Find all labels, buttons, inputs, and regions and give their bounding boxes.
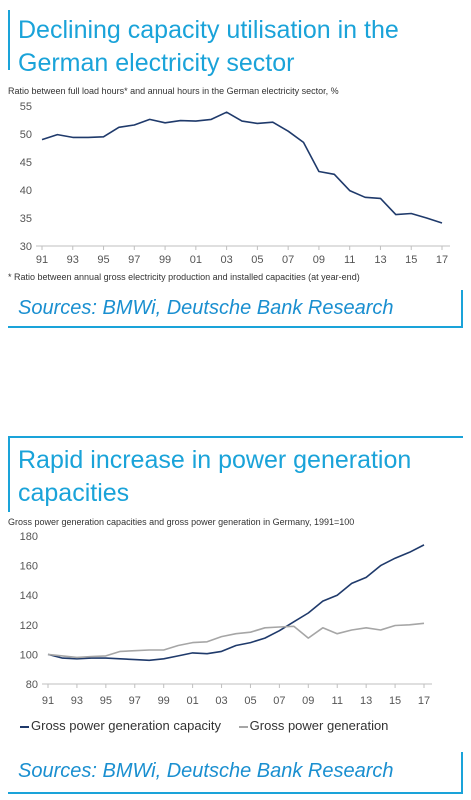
x-tick-label: 09 [302,695,314,707]
legend-swatch-capacity [20,725,29,728]
chart-panel-capacity-utilisation: Declining capacity utilisation in the Ge… [0,0,471,330]
y-tick-label: 30 [20,241,32,253]
panel-right-rule [461,752,463,792]
x-tick-label: 01 [190,254,202,266]
chart-plot-capacity-utilisation: 30 35 40 45 50 55 91 93 95 97 99 01 03 05 07 09 11 13 15 17 [20,101,450,266]
chart-legend: Gross power generation capacity Gross po… [20,718,388,733]
panel-left-rule [8,436,10,512]
y-tick-label: 180 [20,531,38,543]
series-line-gross-power-generation [47,622,425,659]
x-tick-label: 91 [42,695,54,707]
panel-bottom-rule [8,326,463,328]
x-tick-label: 11 [344,254,355,266]
x-tick-label: 05 [251,254,263,266]
x-tick-label: 03 [220,254,232,266]
chart-sources: Sources: BMWi, Deutsche Bank Research [18,760,394,782]
x-tick-label: 99 [158,695,170,707]
y-tick-label: 50 [20,129,32,141]
y-tick-label: 80 [26,679,38,691]
x-tick-label: 99 [159,254,171,266]
chart-title: Rapid increase in power generation capac… [18,446,412,507]
y-tick-label: 35 [20,213,32,225]
x-tick-label: 97 [128,254,140,266]
x-tick-label: 11 [332,695,343,707]
x-tick-label: 15 [389,695,401,707]
chart-panel-generation-capacities: Rapid increase in power generation capac… [0,430,471,800]
chart-plot-generation-capacities: 80 100 120 140 160 180 91 93 95 97 99 01 03 05 07 09 11 1… [20,531,432,707]
chart-subtitle: Ratio between full load hours* and annua… [8,86,339,96]
x-tick-label: 05 [244,695,256,707]
chart-title: Declining capacity utilisation in the Ge… [18,16,399,77]
x-tick-label: 17 [436,254,448,266]
x-tick-label: 95 [100,695,112,707]
series-line-gross-power-generation-capacity [47,544,425,662]
legend-item-capacity: Gross power generation capacity [20,718,221,733]
chart-sources: Sources: BMWi, Deutsche Bank Research [18,297,394,319]
y-tick-label: 160 [20,561,38,573]
x-tick-label: 97 [129,695,141,707]
x-tick-label: 09 [313,254,325,266]
x-tick-label: 07 [282,254,294,266]
x-tick-label: 01 [186,695,198,707]
x-tick-label: 15 [405,254,417,266]
y-tick-label: 40 [20,185,32,197]
x-tick-label: 93 [71,695,83,707]
y-tick-label: 140 [20,590,38,602]
panel-bottom-rule [8,792,463,794]
panel-top-rule [8,436,463,438]
x-tick-label: 13 [360,695,372,707]
x-tick-label: 17 [418,695,430,707]
legend-label-capacity: Gross power generation capacity [31,718,222,733]
y-tick-label: 45 [20,157,32,169]
y-tick-label: 120 [20,620,38,632]
x-tick-label: 95 [97,254,109,266]
legend-item-generation: Gross power generation [238,718,389,733]
x-tick-label: 91 [36,254,48,266]
y-tick-label: 55 [20,101,32,113]
panel-left-rule [8,10,10,70]
chart-footnote: * Ratio between annual gross electricity… [8,272,360,282]
x-tick-label: 03 [215,695,227,707]
series-line [41,111,443,224]
panel-right-rule [461,290,463,328]
y-tick-label: 100 [20,649,38,661]
x-tick-label: 13 [374,254,386,266]
legend-label-generation: Gross power generation [249,718,389,733]
x-tick-label: 93 [67,254,79,266]
chart-subtitle: Gross power generation capacities and gr… [8,517,355,527]
legend-swatch-generation [238,725,248,728]
x-tick-label: 07 [273,695,285,707]
